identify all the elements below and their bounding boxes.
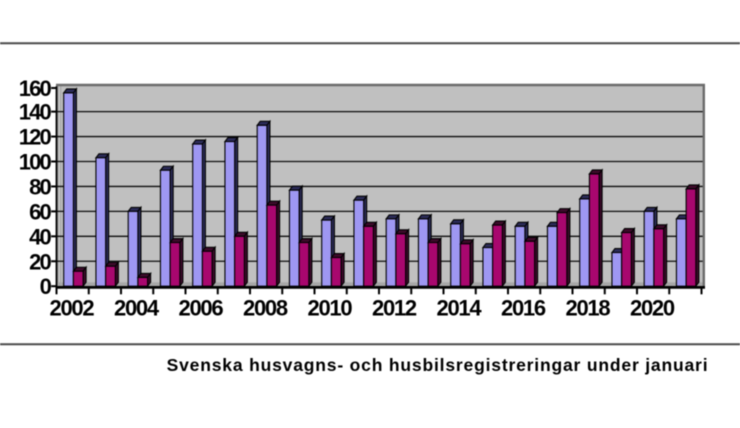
svg-text:2004: 2004 (114, 296, 160, 321)
svg-text:20: 20 (29, 249, 51, 274)
svg-text:2016: 2016 (501, 296, 546, 321)
svg-text:2002: 2002 (50, 296, 95, 321)
svg-text:2008: 2008 (243, 296, 288, 321)
svg-text:Svenska husvagns- och husbilsr: Svenska husvagns- och husbilsregistrerin… (167, 355, 709, 375)
svg-text:2006: 2006 (179, 296, 224, 321)
svg-text:40: 40 (29, 224, 51, 249)
svg-text:80: 80 (29, 174, 51, 199)
svg-text:100: 100 (19, 150, 52, 175)
svg-text:2014: 2014 (437, 296, 483, 321)
svg-text:2020: 2020 (630, 296, 675, 321)
svg-text:140: 140 (19, 100, 52, 125)
svg-text:160: 160 (19, 76, 52, 101)
svg-text:120: 120 (19, 125, 52, 150)
svg-text:60: 60 (29, 199, 51, 224)
svg-text:0: 0 (40, 274, 52, 299)
svg-text:2010: 2010 (308, 296, 353, 321)
svg-text:2018: 2018 (566, 296, 611, 321)
svg-text:2012: 2012 (372, 296, 417, 321)
